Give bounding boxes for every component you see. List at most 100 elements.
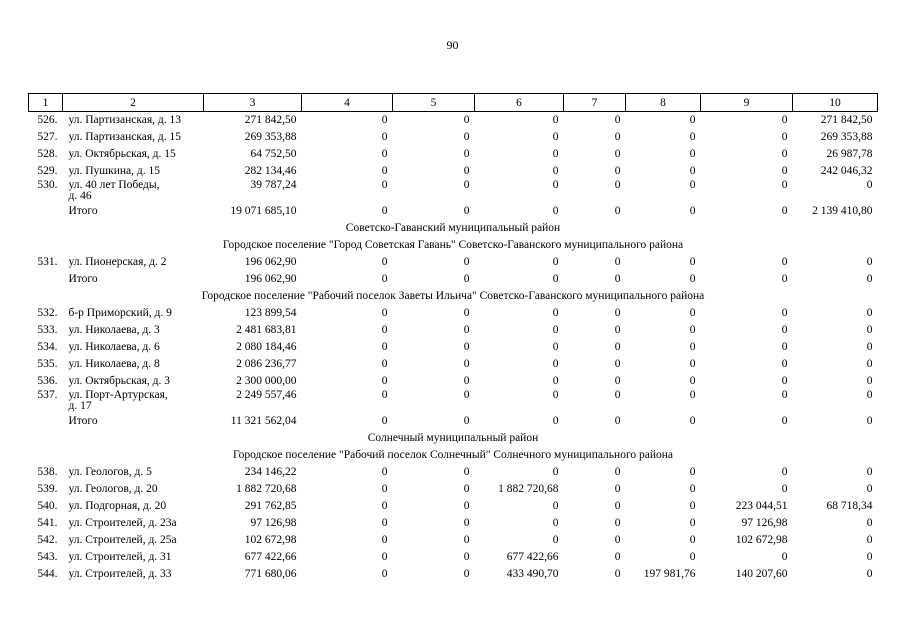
amount: 0 [614,534,621,546]
row-number: 526. [37,114,58,126]
data-row: 526. ул. Партизанская, д. 13 271 842,50 0 0 0… [29,112,878,130]
data-row: 529. ул. Пушкина, д. 15 282 134,46 0 0 0 0 0 0 24… [29,163,878,180]
address: Итого [68,415,98,427]
amount: 0 [463,534,470,546]
row-number: 534. [37,341,58,353]
data-row: 543. ул. Строителей, д. 31 677 422,66 0 0 677… [29,549,878,566]
amount: 0 [381,551,388,563]
column-header: 9 [700,93,793,112]
row-number: 543. [37,551,58,563]
amount: 0 [866,534,873,546]
amount: 0 [463,131,470,143]
address: ул. Пушкина, д. 15 [68,165,161,177]
address: ул. Порт-Артурская, д. 17 [68,389,168,412]
amount: 0 [614,114,621,126]
row-number [29,271,63,288]
amount: 0 [866,273,873,285]
amount: 0 [689,114,696,126]
column-header: 6 [474,93,564,112]
amount: 0 [463,114,470,126]
amount: 0 [463,256,470,268]
amount: 0 [866,415,873,427]
amount: 0 [781,375,788,387]
amount: 0 [463,179,470,191]
data-row: 538. ул. Геологов, д. 5 234 146,22 0 0 0 0 0 0 0 [29,464,878,481]
data-row: 531. ул. Пионерская, д. 2 196 062,90 0 0 0 0 0 0… [29,254,878,271]
section-row: Городское поселение "Рабочий поселок Зав… [29,288,878,305]
amount: 0 [614,415,621,427]
amount: 0 [552,324,559,336]
address: ул. Строителей, д. 31 [68,551,172,563]
amount: 0 [381,114,388,126]
amount: 0 [381,131,388,143]
amount: 2 481 683,81 [236,324,297,336]
amount: 0 [781,273,788,285]
amount: 0 [866,307,873,319]
section-heading: Городское поселение "Город Советская Гав… [222,239,684,251]
row-number: 533. [37,324,58,336]
amount: 0 [552,534,559,546]
amount: 68 718,34 [826,500,873,512]
data-row: 533. ул. Николаева, д. 3 2 481 683,81 0 0 0 0 0… [29,322,878,339]
section-heading: Солнечный муниципальный район [367,432,539,444]
amount: 0 [781,148,788,160]
data-row: Итого 19 071 685,10 0 0 0 0 0 0 2 139 410,80 [29,203,878,220]
amount: 2 080 184,46 [236,341,297,353]
column-header: 4 [301,93,393,112]
amount: 0 [614,341,621,353]
amount: 242 046,32 [820,165,873,177]
column-header: 8 [625,93,701,112]
address: Итого [68,273,98,285]
amount: 2 249 557,46 [236,389,297,401]
amount: 0 [614,273,621,285]
row-number: 528. [37,148,58,160]
amount: 0 [689,341,696,353]
amount: 0 [614,466,621,478]
amount: 771 680,06 [244,568,297,580]
amount: 0 [614,358,621,370]
section-row: Советско-Гаванский муниципальный район [29,220,878,237]
amount: 0 [552,415,559,427]
amount: 0 [781,256,788,268]
data-row: 540. ул. Подгорная, д. 20 291 762,85 0 0 0 0 0 2… [29,498,878,515]
amount: 0 [781,179,788,191]
amount: 0 [689,358,696,370]
column-header: 1 [28,93,63,112]
column-header: 5 [392,93,475,112]
address: ул. Геологов, д. 20 [68,483,158,495]
amount: 269 353,88 [244,131,297,143]
amount: 0 [866,483,873,495]
amount: 0 [463,165,470,177]
amount: 97 126,98 [741,517,788,529]
amount: 0 [689,131,696,143]
section-row: Солнечный муниципальный район [29,430,878,447]
amount: 0 [552,256,559,268]
amount: 0 [866,551,873,563]
amount: 0 [381,534,388,546]
amount: 0 [381,466,388,478]
amount: 0 [381,517,388,529]
amount: 0 [614,375,621,387]
row-number [29,413,63,430]
data-row: 541. ул. Строителей, д. 23а 97 126,98 0 0 0 0 0… [29,515,878,532]
data-row: Итого 11 321 562,04 0 0 0 0 0 0 0 [29,413,878,430]
amount: 0 [463,551,470,563]
amount: 0 [614,205,621,217]
amount: 1 882 720,68 [498,483,559,495]
amount: 0 [552,517,559,529]
address: Итого [68,205,98,217]
address: ул. Николаева, д. 6 [68,341,160,353]
amount: 0 [381,256,388,268]
amount: 64 752,50 [250,148,297,160]
amount: 0 [381,483,388,495]
amount: 196 062,90 [244,273,297,285]
row-number: 529. [37,165,58,177]
amount: 0 [463,375,470,387]
amount: 0 [552,273,559,285]
amount: 0 [689,415,696,427]
amount: 0 [381,179,388,191]
amount: 97 126,98 [250,517,297,529]
amount: 0 [866,568,873,580]
page-number: 90 [446,38,459,52]
address: ул. Партизанская, д. 13 [68,114,181,126]
